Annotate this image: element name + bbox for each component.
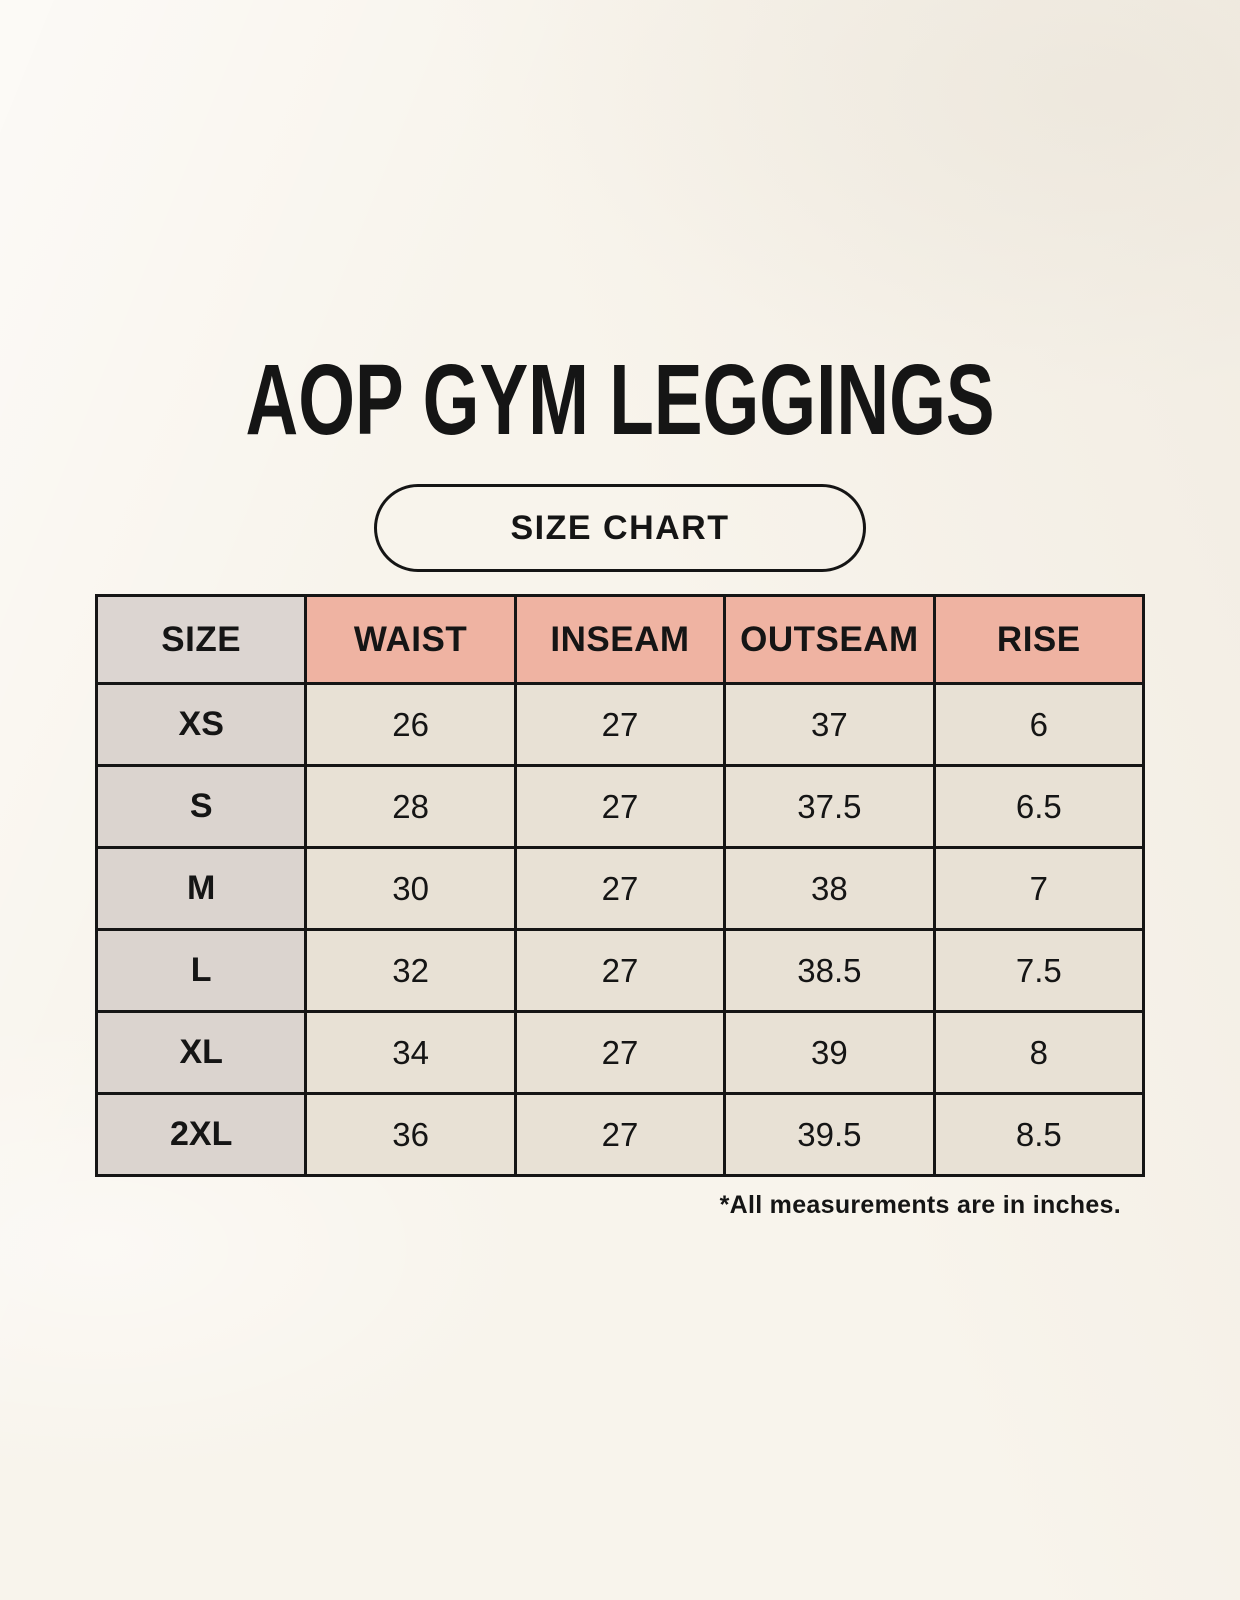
size-label: XL [94, 1010, 308, 1095]
table-row-m: M 30 27 38 7 [94, 846, 1146, 931]
table-row-s: S 28 27 37.5 6.5 [94, 764, 1146, 849]
column-header-size: SIZE [94, 594, 308, 685]
size-table-body: XS 26 27 37 6 S 28 27 37.5 6.5 M 30 27 3… [94, 682, 1146, 1177]
size-table-header: SIZE WAIST INSEAM OUTSEAM RISE [94, 594, 1146, 685]
measurement-value: 27 [513, 682, 727, 767]
size-label: S [94, 764, 308, 849]
table-row-l: L 32 27 38.5 7.5 [94, 928, 1146, 1013]
measurement-value: 37.5 [723, 764, 936, 849]
column-header-outseam: OUTSEAM [723, 594, 936, 685]
table-row-xl: XL 34 27 39 8 [94, 1010, 1146, 1095]
measurement-value: 38 [723, 846, 936, 931]
measurement-value: 27 [513, 846, 727, 931]
table-row-xs: XS 26 27 37 6 [94, 682, 1146, 767]
measurement-value: 36 [304, 1092, 517, 1177]
size-chart-badge-label: SIZE CHART [510, 508, 730, 547]
header-row: SIZE WAIST INSEAM OUTSEAM RISE [94, 594, 1146, 685]
measurement-value: 27 [513, 1092, 727, 1177]
page-title: AOP GYM LEGGINGS [245, 344, 995, 456]
column-header-inseam: INSEAM [513, 594, 727, 685]
measurement-value: 27 [513, 928, 727, 1013]
measurement-value: 27 [513, 1010, 727, 1095]
title-wrap: AOP GYM LEGGINGS [0, 0, 1240, 450]
measurement-value: 8.5 [932, 1092, 1146, 1177]
measurement-value: 8 [932, 1010, 1146, 1095]
measurement-value: 26 [304, 682, 517, 767]
measurement-value: 7 [932, 846, 1146, 931]
measurement-value: 28 [304, 764, 517, 849]
measurement-value: 39 [723, 1010, 936, 1095]
measurement-value: 38.5 [723, 928, 936, 1013]
measurement-value: 27 [513, 764, 727, 849]
measurement-value: 6.5 [932, 764, 1146, 849]
measurement-value: 34 [304, 1010, 517, 1095]
size-label: M [94, 846, 308, 931]
column-header-rise: RISE [932, 594, 1146, 685]
table-row-2xl: 2XL 36 27 39.5 8.5 [94, 1092, 1146, 1177]
measurement-value: 7.5 [932, 928, 1146, 1013]
size-label: XS [94, 682, 308, 767]
measurement-value: 39.5 [723, 1092, 936, 1177]
measurement-value: 37 [723, 682, 936, 767]
column-header-waist: WAIST [304, 594, 517, 685]
size-chart-badge: SIZE CHART [374, 484, 866, 572]
size-label: 2XL [94, 1092, 308, 1177]
size-label: L [94, 928, 308, 1013]
size-table: SIZE WAIST INSEAM OUTSEAM RISE XS 26 27 … [94, 594, 1146, 1177]
measurement-value: 6 [932, 682, 1146, 767]
measurement-value: 30 [304, 846, 517, 931]
measurements-footnote: *All measurements are in inches. [719, 1191, 1121, 1219]
measurement-value: 32 [304, 928, 517, 1013]
